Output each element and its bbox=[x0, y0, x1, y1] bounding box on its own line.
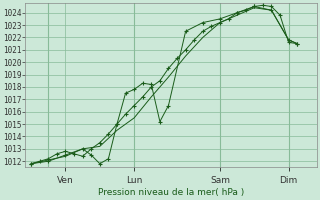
X-axis label: Pression niveau de la mer( hPa ): Pression niveau de la mer( hPa ) bbox=[98, 188, 244, 197]
